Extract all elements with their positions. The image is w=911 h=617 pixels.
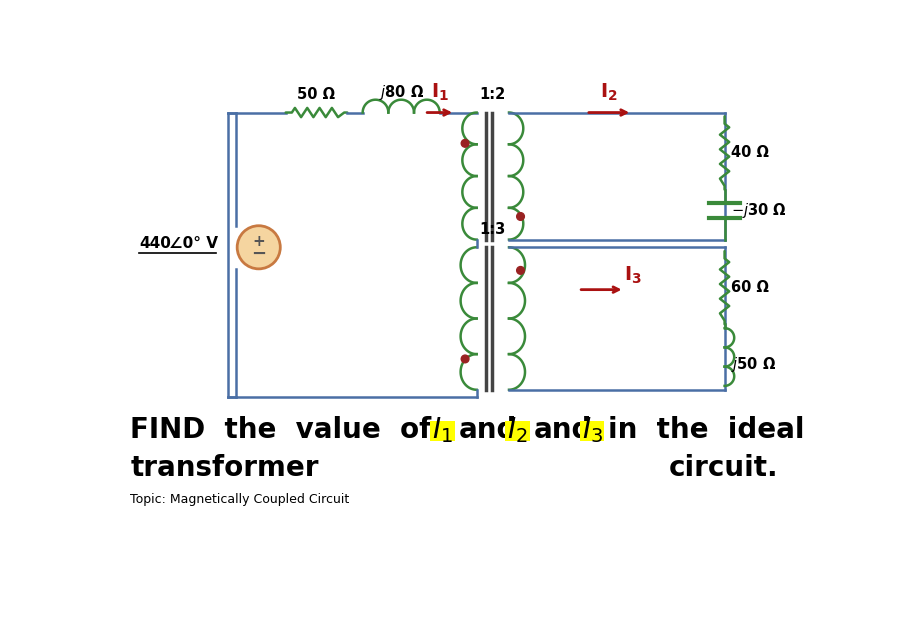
Text: Topic: Magnetically Coupled Circuit: Topic: Magnetically Coupled Circuit bbox=[130, 492, 349, 505]
Text: 60 Ω: 60 Ω bbox=[730, 280, 768, 295]
FancyBboxPatch shape bbox=[505, 421, 529, 441]
Text: $\mathbf{I_1}$: $\mathbf{I_1}$ bbox=[430, 82, 448, 103]
Circle shape bbox=[517, 213, 524, 220]
Text: in  the  ideal: in the ideal bbox=[608, 416, 804, 444]
Text: $-j$30 Ω: $-j$30 Ω bbox=[730, 201, 785, 220]
Text: ∠0° V: ∠0° V bbox=[169, 236, 218, 251]
Text: $j$80 Ω: $j$80 Ω bbox=[378, 83, 424, 102]
Text: −: − bbox=[251, 244, 266, 262]
FancyBboxPatch shape bbox=[579, 421, 604, 441]
Text: $I_3$: $I_3$ bbox=[581, 415, 602, 445]
Text: 440: 440 bbox=[139, 236, 171, 251]
Text: 1:2: 1:2 bbox=[479, 87, 506, 102]
Text: $\mathbf{I_2}$: $\mathbf{I_2}$ bbox=[599, 82, 618, 103]
Text: circuit.: circuit. bbox=[668, 454, 778, 482]
Text: $\mathbf{I_3}$: $\mathbf{I_3}$ bbox=[624, 265, 641, 286]
Text: and: and bbox=[533, 416, 591, 444]
Text: 50 Ω: 50 Ω bbox=[297, 87, 335, 102]
Circle shape bbox=[517, 267, 524, 274]
Text: 1:3: 1:3 bbox=[479, 222, 506, 236]
Text: and: and bbox=[458, 416, 517, 444]
Circle shape bbox=[461, 139, 468, 147]
Text: transformer: transformer bbox=[130, 454, 318, 482]
Text: $j$50 Ω: $j$50 Ω bbox=[730, 355, 775, 375]
Circle shape bbox=[237, 226, 280, 269]
Text: $I_2$: $I_2$ bbox=[507, 415, 527, 445]
Text: $I_1$: $I_1$ bbox=[432, 415, 453, 445]
FancyBboxPatch shape bbox=[430, 421, 455, 441]
Text: FIND  the  value  of: FIND the value of bbox=[130, 416, 441, 444]
Circle shape bbox=[461, 355, 468, 363]
Text: +: + bbox=[252, 234, 265, 249]
Text: 40 Ω: 40 Ω bbox=[730, 146, 768, 160]
